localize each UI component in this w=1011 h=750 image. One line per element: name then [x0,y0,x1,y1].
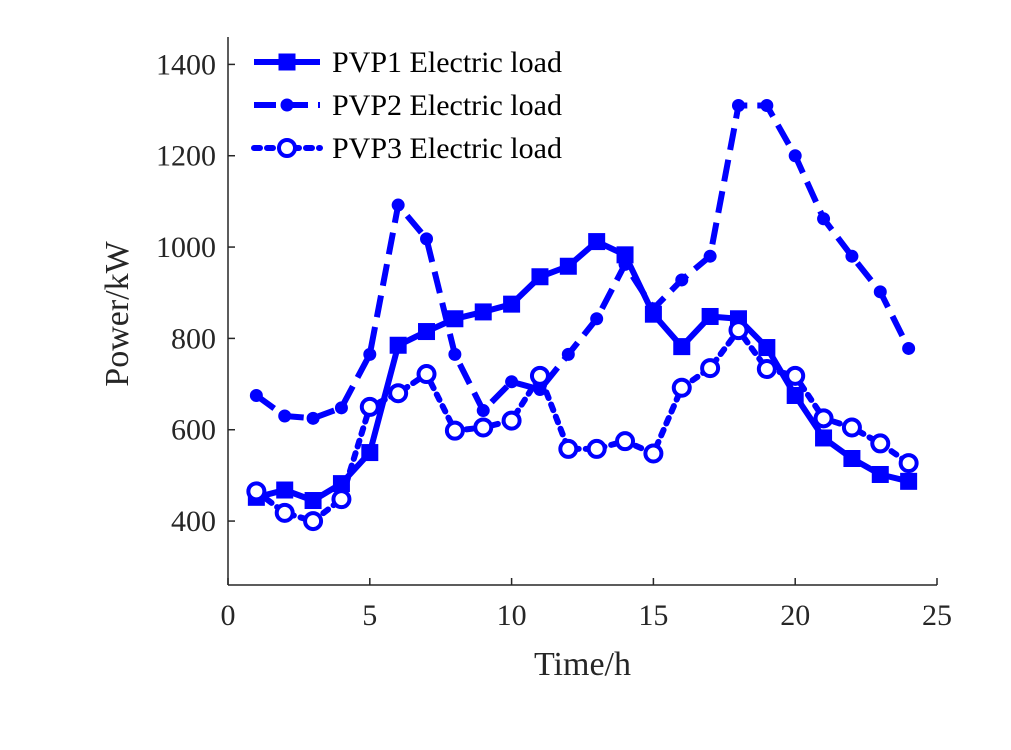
legend-label: PVP3 Electric load [332,132,562,165]
data-point [304,492,322,510]
data-point [817,212,831,226]
data-point [303,511,324,532]
data-point [444,420,465,441]
data-point [448,347,462,361]
data-point [786,386,804,404]
data-point [246,481,267,502]
legend-label: PVP2 Electric load [332,89,562,122]
data-point [503,295,521,313]
data-point [845,249,859,263]
data-point [815,429,833,447]
data-point [473,417,494,438]
x-tick-label: 10 [497,599,527,632]
series-line [253,327,912,525]
y-tick-label: 1000 [156,231,216,264]
data-point [306,411,320,425]
data-point [643,443,664,464]
legend-entry: PVP1 Electric load [254,46,562,79]
series-line [254,102,912,422]
y-tick-label: 1400 [156,48,216,81]
data-point [673,338,691,356]
data-point [501,410,522,431]
series-1 [247,233,918,510]
data-point [788,149,802,163]
y-tick-label: 600 [171,414,216,447]
data-point [274,502,295,523]
data-point [505,375,519,389]
data-point [363,347,377,361]
x-tick-label: 25 [922,599,952,632]
legend-entry: PVP2 Electric load [254,89,562,122]
legend: PVP1 Electric load PVP2 Electric load PVP3… [251,46,562,165]
x-tick-label: 20 [780,599,810,632]
data-point [760,99,774,112]
data-point [559,257,577,275]
data-point [474,303,492,321]
data-point [841,417,862,438]
series-3 [246,320,919,532]
data-point [871,465,889,483]
x-axis-title: Time/h [534,646,631,683]
data-point [843,450,861,468]
data-point [756,358,777,379]
axes: 0 5 10 15 20 25 400 600 800 1000 1200 1400 [156,37,952,632]
y-tick-label: 800 [171,322,216,355]
data-point [388,383,409,404]
data-point [900,472,918,490]
series-2 [249,99,916,425]
data-point [331,489,352,510]
data-point [873,285,887,299]
data-point [561,347,575,361]
data-point [558,438,579,459]
data-point [590,312,604,326]
data-point [785,365,806,386]
legend-entry: PVP3 Electric load [251,132,562,165]
data-point [731,99,745,112]
data-point [531,268,549,286]
data-point [278,409,292,423]
data-point [334,401,348,415]
data-point [671,377,692,398]
data-point [446,310,464,328]
data-point [476,404,490,418]
legend-marker [280,98,294,112]
data-point [675,273,689,287]
y-tick-label: 1200 [156,140,216,173]
data-point [701,307,719,325]
y-axis-title: Power/kW [99,240,136,386]
legend-marker [277,138,297,158]
data-point [703,249,717,263]
y-tick-label: 400 [171,505,216,538]
legend-label: PVP1 Electric load [332,46,562,79]
data-point [646,302,660,316]
data-point [420,232,434,246]
data-point [391,198,405,212]
data-point [276,481,294,499]
data-point [870,433,891,454]
data-point [700,358,721,379]
data-point [418,323,436,341]
data-point [249,388,263,402]
series-layer [246,99,919,532]
legend-marker [278,53,296,71]
data-point [728,320,749,341]
data-point [898,453,919,474]
data-point [618,257,632,271]
data-point [813,408,834,429]
x-tick-label: 5 [362,599,377,632]
data-point [758,339,776,357]
data-point [588,233,606,251]
data-point [615,431,636,452]
x-tick-label: 15 [638,599,668,632]
data-point [361,444,379,462]
data-point [389,336,407,354]
data-point [416,364,437,385]
x-tick-label: 0 [221,599,236,632]
data-point [902,341,916,355]
data-point [529,365,550,386]
data-point [359,396,380,417]
data-point [586,438,607,459]
